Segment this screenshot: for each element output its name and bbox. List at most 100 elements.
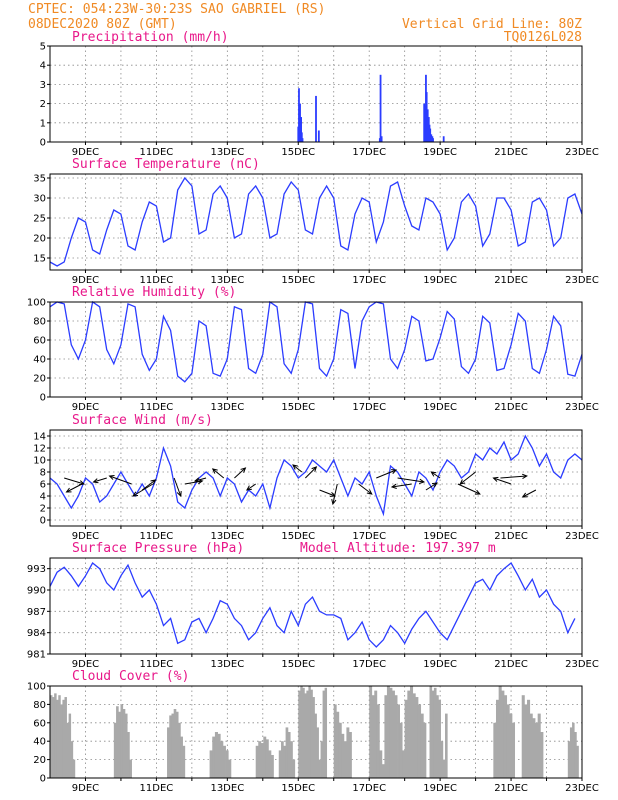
cloud-bar <box>572 722 575 778</box>
x-tick-label: 9DEC <box>72 402 99 413</box>
cloud-bar <box>567 741 571 778</box>
precip-bar <box>380 136 383 142</box>
y-tick-label: 20 <box>33 755 46 766</box>
cloud-bar <box>420 713 424 778</box>
header-date: 08DEC2020 80Z (GMT) <box>28 17 177 32</box>
cloud-bar <box>341 733 345 778</box>
y-tick-label: 1 <box>40 118 46 129</box>
x-tick-label: 21DEC <box>494 531 528 542</box>
x-tick-label: 9DEC <box>72 275 99 286</box>
wind-arrow-shaft <box>431 471 441 479</box>
cloud-bar <box>306 690 309 778</box>
wind-arrow-head <box>240 467 247 473</box>
cloud-bar <box>384 695 388 778</box>
x-tick-label: 13DEC <box>210 531 244 542</box>
cloud-bar <box>173 709 177 778</box>
cloud-bar <box>175 711 179 778</box>
plot-frame <box>49 173 583 271</box>
pressure-title: Surface Pressure (hPa) <box>72 541 244 556</box>
cloud-bar <box>532 718 536 778</box>
x-tick-label: 13DEC <box>210 783 244 794</box>
x-tick-label: 17DEC <box>352 402 386 413</box>
cloud-bar <box>527 699 531 778</box>
cloud-bar <box>343 741 347 778</box>
x-tick-label: 21DEC <box>494 402 528 413</box>
cloud-bar <box>217 733 221 778</box>
x-tick-label: 9DEC <box>72 783 99 794</box>
precip-bar <box>442 136 445 142</box>
wind-arrow-head <box>459 479 466 485</box>
cloud-bar <box>412 693 416 778</box>
cloud-bar <box>285 727 289 778</box>
x-tick-label: 19DEC <box>423 659 457 670</box>
precip-bar <box>301 138 304 142</box>
cloud-bar <box>209 750 213 778</box>
cloud-bar <box>62 699 65 778</box>
x-tick-label: 21DEC <box>494 275 528 286</box>
cloud-bar <box>374 690 378 778</box>
precipitation-title: Precipitation (mm/h) <box>72 30 229 45</box>
y-tick-label: 80 <box>33 317 46 328</box>
x-tick-label: 23DEC <box>565 531 599 542</box>
y-tick-label: 984 <box>27 628 46 639</box>
cloud-bar <box>120 704 124 778</box>
x-tick-label: 23DEC <box>565 147 599 158</box>
cloud-bar <box>212 736 216 778</box>
wind-arrow-head <box>311 466 318 472</box>
cloud-bar <box>54 693 57 778</box>
wind-arrow-shaft <box>332 483 338 505</box>
x-tick-label: 19DEC <box>423 783 457 794</box>
series-line <box>49 434 583 517</box>
header-station: CPTEC: 054:23W-30:23S SAO GABRIEL (RS) <box>28 2 325 17</box>
y-tick-label: 0 <box>40 516 46 527</box>
cloud-bar <box>506 704 510 778</box>
cloud-bar <box>521 695 525 778</box>
y-tick-label: 30 <box>33 194 46 205</box>
cloud-bar <box>511 722 516 778</box>
precip-bar <box>429 128 432 142</box>
plot-frame <box>49 685 583 779</box>
cloud-bar <box>498 686 502 778</box>
cloud-bar <box>501 690 505 778</box>
series-line <box>49 300 583 383</box>
y-tick-label: 25 <box>33 214 46 225</box>
cloud-bar <box>113 722 117 778</box>
series-line <box>49 176 583 267</box>
x-tick-label: 23DEC <box>565 402 599 413</box>
precip-bar <box>432 138 434 142</box>
cloud-bar <box>338 722 342 778</box>
x-tick-label: 21DEC <box>494 783 528 794</box>
x-tick-label: 23DEC <box>565 275 599 286</box>
cloud-bar <box>348 732 352 778</box>
cloud-bar <box>66 722 70 778</box>
cloud-bar <box>290 741 293 778</box>
y-tick-label: 40 <box>33 355 46 366</box>
y-tick-label: 0 <box>40 393 46 404</box>
cloud-bar <box>381 764 385 778</box>
cloud-bar <box>220 741 224 778</box>
cloud-bar <box>399 722 403 778</box>
cloud-bar <box>346 727 350 778</box>
cloud-bar <box>298 690 301 778</box>
cloud-cover-title: Cloud Cover (%) <box>72 669 189 684</box>
cloud-bar <box>180 736 183 778</box>
wind-arrow-head <box>431 482 438 488</box>
cloud-bar <box>129 759 132 778</box>
cloud-bar <box>524 704 528 778</box>
cloud-bar <box>423 722 427 778</box>
y-tick-label: 6 <box>40 480 46 491</box>
cloud-bar <box>509 713 513 778</box>
header-model: TQ0126L028 <box>504 30 582 45</box>
precip-bar <box>300 117 303 142</box>
wind-arrow-shaft <box>500 475 527 479</box>
panel-5: 0 20 40 60 80 100 9DEC 11DEC 13DEC 15DEC 17DEC 19DE… <box>27 682 599 795</box>
cloud-bar <box>178 722 181 778</box>
precip-bar <box>300 132 303 142</box>
cloud-bar <box>52 697 55 778</box>
x-tick-label: 13DEC <box>210 402 244 413</box>
cloud-bar <box>72 759 76 778</box>
cloud-bar <box>369 686 373 778</box>
wind-arrow-shaft <box>397 477 425 483</box>
wind-arrow-shaft <box>459 471 476 485</box>
wind-arrow-head <box>108 474 115 480</box>
